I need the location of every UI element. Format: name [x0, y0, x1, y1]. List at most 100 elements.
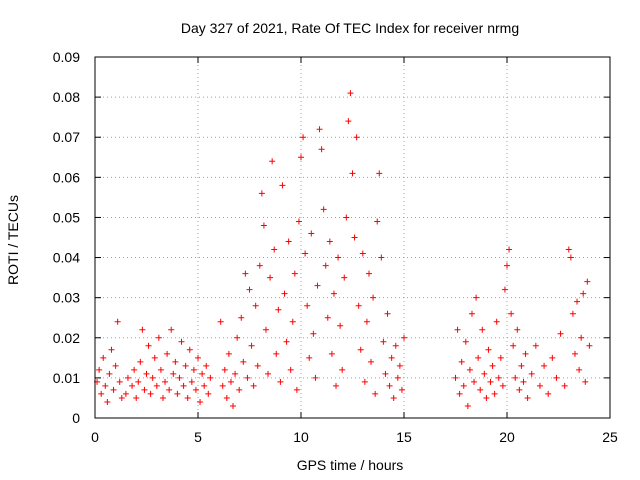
data-point: [106, 370, 113, 377]
data-point: [396, 362, 403, 369]
data-point: [124, 374, 131, 381]
data-point: [285, 238, 292, 245]
data-point: [139, 326, 146, 333]
data-point: [178, 338, 185, 345]
data-point: [316, 126, 323, 133]
y-tick-labels: 0 0.01 0.02 0.03 0.04 0.05 0.06 0.07 0.08 0.09: [53, 49, 80, 426]
data-point: [302, 250, 309, 257]
y-tick-label: 0.02: [53, 330, 80, 346]
data-point: [256, 262, 263, 269]
data-point: [262, 326, 269, 333]
data-point: [330, 290, 337, 297]
y-axis-label: ROTI / TECUs: [5, 195, 21, 285]
data-point: [281, 290, 288, 297]
data-point: [586, 342, 593, 349]
data-point: [225, 350, 232, 357]
x-tick-label: 5: [194, 429, 202, 445]
data-point: [576, 366, 583, 373]
data-point: [174, 390, 181, 397]
data-point: [545, 390, 552, 397]
data-point: [269, 158, 276, 165]
data-point: [159, 394, 166, 401]
data-point: [489, 362, 496, 369]
data-point: [487, 378, 494, 385]
data-point: [464, 402, 471, 409]
data-point: [308, 230, 315, 237]
y-tick-label: 0.09: [53, 49, 80, 65]
y-tick-label: 0.06: [53, 169, 80, 185]
data-point: [324, 314, 331, 321]
data-point: [328, 350, 335, 357]
data-point: [100, 354, 107, 361]
data-point: [522, 350, 529, 357]
data-point: [528, 370, 535, 377]
data-point: [291, 270, 298, 277]
data-point: [114, 318, 121, 325]
y-tick-label: 0.04: [53, 250, 80, 266]
data-point: [462, 338, 469, 345]
data-point: [147, 390, 154, 397]
data-point: [252, 302, 259, 309]
data-point: [258, 190, 265, 197]
data-point: [289, 318, 296, 325]
data-point: [153, 382, 160, 389]
x-axis-label: GPS time / hours: [297, 457, 404, 473]
data-point: [141, 386, 148, 393]
data-point: [295, 218, 302, 225]
data-point: [190, 366, 197, 373]
data-point: [110, 386, 117, 393]
data-point: [246, 286, 253, 293]
data-point: [131, 366, 138, 373]
data-point: [275, 306, 282, 313]
data-point: [182, 362, 189, 369]
data-point: [219, 382, 226, 389]
data-point: [300, 134, 307, 141]
data-point: [401, 334, 407, 341]
data-point: [164, 350, 171, 357]
data-point: [221, 366, 228, 373]
data-point: [341, 274, 348, 281]
data-point: [361, 378, 368, 385]
data-point: [365, 270, 372, 277]
data-point: [267, 274, 274, 281]
data-point: [326, 238, 333, 245]
data-point: [392, 342, 399, 349]
data-point: [520, 378, 527, 385]
data-point: [357, 346, 364, 353]
data-point: [370, 294, 377, 301]
data-point: [499, 382, 506, 389]
data-point: [368, 358, 375, 365]
data-point: [372, 390, 379, 397]
axis-ticks: [94, 56, 611, 419]
data-point: [483, 394, 490, 401]
data-point: [578, 334, 585, 341]
data-point: [304, 302, 311, 309]
data-point: [254, 362, 261, 369]
data-point: [236, 386, 243, 393]
data-point: [584, 278, 591, 285]
x-tick-label: 20: [499, 429, 515, 445]
data-point: [271, 246, 278, 253]
data-point: [458, 358, 465, 365]
data-point: [452, 374, 459, 381]
data-point: [122, 390, 129, 397]
data-point: [201, 382, 208, 389]
data-point: [514, 326, 521, 333]
data-point: [248, 342, 255, 349]
data-point: [339, 366, 346, 373]
data-point: [565, 246, 572, 253]
data-point: [557, 330, 564, 337]
data-point: [217, 318, 224, 325]
data-point: [454, 326, 461, 333]
data-point: [532, 342, 539, 349]
data-point: [205, 390, 212, 397]
data-point: [335, 254, 342, 261]
data-point: [133, 394, 140, 401]
data-point: [232, 370, 239, 377]
data-point: [227, 378, 234, 385]
data-point: [471, 378, 478, 385]
data-point: [363, 318, 370, 325]
data-point: [333, 382, 340, 389]
data-point: [287, 366, 294, 373]
data-point: [491, 390, 498, 397]
